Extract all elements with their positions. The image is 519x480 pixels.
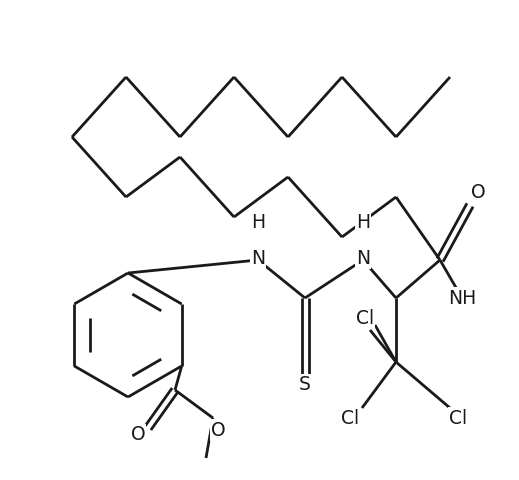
Text: O: O — [131, 425, 145, 444]
Text: O: O — [471, 182, 485, 202]
Text: O: O — [211, 420, 225, 440]
Text: Cl: Cl — [356, 309, 374, 327]
Text: NH: NH — [448, 288, 476, 308]
Text: N: N — [251, 249, 265, 267]
Text: S: S — [299, 375, 311, 395]
Text: Cl: Cl — [341, 408, 359, 428]
Text: N: N — [356, 249, 370, 267]
Text: Cl: Cl — [449, 408, 467, 428]
Text: H: H — [356, 213, 370, 231]
Text: H: H — [251, 213, 265, 231]
